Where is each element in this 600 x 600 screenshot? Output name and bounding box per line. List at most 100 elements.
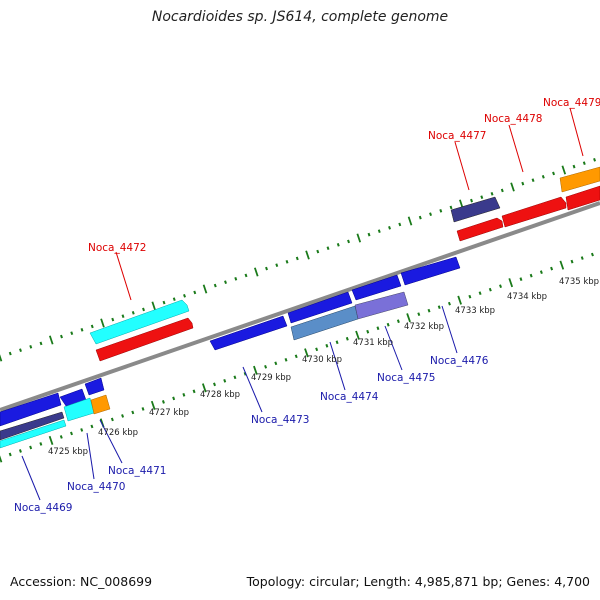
minor-tick — [316, 249, 320, 254]
major-tick — [457, 295, 462, 305]
scale-tick-label: 4733 kbp — [455, 306, 495, 316]
major-tick — [48, 435, 54, 446]
minor-tick — [243, 371, 247, 376]
minor-tick — [284, 357, 288, 362]
gene-label: Noca_4476 — [430, 355, 489, 367]
minor-tick — [80, 428, 84, 432]
gene-noca-4472-cds[interactable] — [89, 299, 190, 345]
gene-noca-4475-cds[interactable] — [351, 274, 402, 301]
gene-noca-4469-cds[interactable] — [0, 392, 62, 427]
gene-noca-4473-cds[interactable] — [209, 315, 288, 351]
gene-noca-4479-rna[interactable] — [565, 185, 600, 211]
gene-noca-4476[interactable] — [400, 256, 461, 286]
genome-summary-text: Topology: circular; Length: 4,985,871 bp… — [246, 574, 590, 589]
minor-tick — [437, 305, 441, 310]
scale-tick-label: 4727 kbp — [149, 408, 189, 418]
minor-tick — [367, 232, 371, 237]
major-tick — [510, 182, 515, 192]
minor-tick — [315, 347, 319, 352]
minor-tick — [572, 164, 576, 169]
minor-tick — [417, 312, 421, 317]
major-tick — [305, 250, 310, 260]
scale-tick-label: 4734 kbp — [507, 292, 547, 302]
minor-tick — [519, 277, 523, 281]
accession-text: Accession: NC_008699 — [10, 574, 153, 589]
gene-noca-4477[interactable] — [450, 196, 504, 242]
minor-tick — [529, 273, 533, 278]
scale-tick-label: 4732 kbp — [404, 322, 444, 332]
gene-noca-4471-cds[interactable] — [84, 377, 105, 396]
gene-noca-4471-rna[interactable] — [90, 394, 111, 415]
minor-tick — [70, 331, 74, 336]
gene-label: Noca_4470 — [67, 481, 125, 493]
scale-tick-label: 4726 kbp — [98, 428, 138, 438]
minor-tick — [531, 178, 535, 183]
map-title: Nocardioides sp. JS614, complete genome — [151, 9, 449, 25]
minor-tick — [183, 293, 186, 298]
major-tick — [559, 260, 565, 270]
gene-label: Noca_4475 — [377, 372, 435, 384]
gene-noca-4474[interactable] — [287, 291, 359, 341]
minor-tick — [90, 424, 94, 429]
major-tick — [150, 400, 156, 410]
gene-noca-4472-rna[interactable] — [95, 317, 194, 362]
minor-tick — [131, 310, 135, 315]
minor-tick — [499, 284, 502, 288]
gene-noca-4477-rna[interactable] — [456, 217, 504, 242]
minor-tick — [478, 291, 482, 296]
gene-noca-4471[interactable] — [84, 377, 111, 415]
gene-noca-4479[interactable] — [559, 166, 600, 211]
minor-tick — [234, 276, 238, 281]
scale-tick-label: 4728 kbp — [200, 390, 240, 400]
minor-tick — [223, 379, 227, 383]
minor-tick — [336, 242, 340, 247]
minor-tick — [386, 322, 390, 327]
minor-tick — [490, 191, 494, 196]
minor-tick — [541, 174, 545, 179]
gene-noca-4470[interactable] — [59, 388, 95, 422]
gene-noca-4478-rna[interactable] — [501, 196, 567, 228]
gene-noca-4469[interactable] — [0, 392, 67, 449]
major-tick — [406, 313, 411, 323]
minor-tick — [590, 252, 594, 257]
minor-tick — [449, 205, 453, 210]
gene-noca-4479-cds[interactable] — [559, 166, 600, 193]
gene-noca-4478[interactable] — [501, 196, 567, 228]
gene-label: Noca_4469 — [14, 502, 72, 514]
minor-tick — [162, 300, 166, 305]
minor-tick — [29, 344, 33, 349]
major-tick — [355, 330, 360, 340]
major-tick — [151, 301, 157, 311]
gene-noca-4473[interactable] — [209, 315, 288, 351]
minor-tick — [418, 215, 422, 220]
minor-tick — [90, 324, 94, 329]
minor-tick — [193, 290, 197, 295]
minor-tick — [275, 263, 279, 268]
minor-tick — [111, 317, 115, 322]
minor-tick — [488, 287, 492, 292]
gene-noca-4474-cds[interactable] — [287, 291, 353, 324]
gene-noca-4469-rna[interactable] — [0, 411, 65, 441]
minor-tick — [366, 329, 370, 334]
gene-noca-4475[interactable] — [351, 274, 409, 320]
minor-tick — [326, 246, 330, 251]
minor-tick — [570, 259, 574, 264]
scale-tick-label: 4735 kbp — [559, 277, 599, 287]
major-tick — [0, 455, 3, 463]
minor-tick — [285, 259, 289, 264]
gene-noca-4469-tail[interactable] — [0, 419, 67, 449]
minor-tick — [39, 341, 43, 346]
minor-tick — [60, 334, 63, 339]
minor-tick — [429, 212, 432, 217]
minor-tick — [110, 417, 114, 422]
gene-label: Noca_4477 — [428, 130, 486, 142]
gene-noca-4472[interactable] — [89, 299, 194, 362]
gene-noca-4477-cds[interactable] — [450, 196, 501, 223]
minor-tick — [377, 229, 381, 234]
gene-noca-4475-rna[interactable] — [354, 291, 409, 320]
label-leaders — [21, 107, 584, 501]
minor-tick — [121, 414, 125, 418]
gene-noca-4476-cds[interactable] — [400, 256, 461, 286]
